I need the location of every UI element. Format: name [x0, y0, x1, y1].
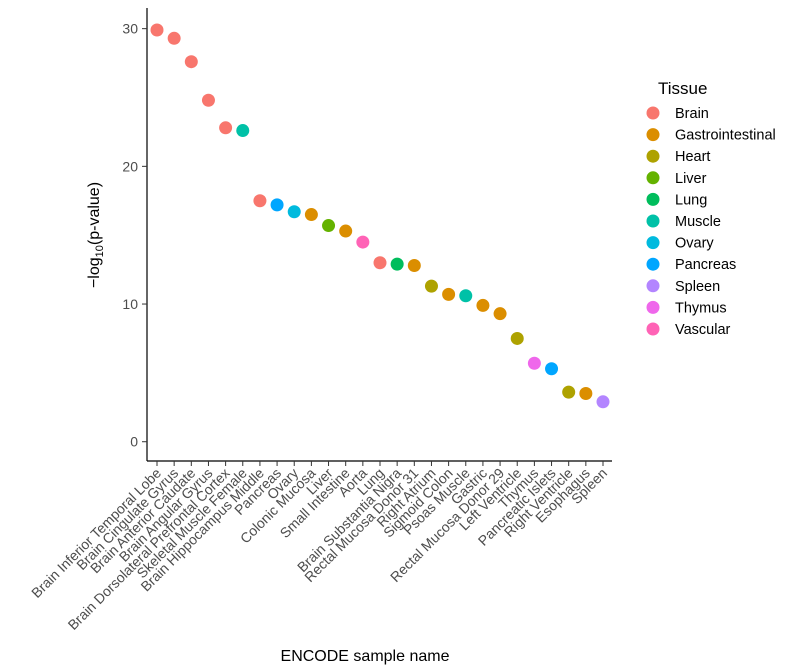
- legend-item: Liver: [646, 171, 707, 187]
- data-point: [390, 257, 404, 271]
- y-tick-label: 30: [122, 21, 138, 37]
- data-point: [150, 23, 164, 37]
- data-point: [510, 331, 524, 345]
- legend-label: Vascular: [675, 322, 731, 338]
- legend-swatch: [646, 171, 660, 185]
- data-point: [493, 307, 507, 321]
- y-tick-label: 0: [130, 434, 138, 450]
- y-tick-label: 10: [122, 296, 138, 312]
- legend-label: Ovary: [675, 236, 714, 252]
- y-axis-title-sub: 10: [94, 245, 106, 257]
- data-point: [545, 362, 559, 376]
- legend-item: Pancreas: [646, 257, 736, 273]
- legend-swatch: [646, 149, 660, 163]
- data-point: [287, 205, 301, 219]
- data-point: [219, 121, 233, 135]
- data-point: [322, 219, 336, 233]
- legend-item: Spleen: [646, 279, 720, 295]
- data-point: [579, 387, 593, 401]
- legend-swatch: [646, 300, 660, 314]
- legend: Tissue Brain Gastrointestinal Heart Liver Lu…: [646, 79, 776, 338]
- legend-item: Vascular: [646, 322, 731, 338]
- axes-layer: [146, 8, 612, 462]
- legend-item: Lung: [646, 192, 707, 208]
- legend-swatch: [646, 236, 660, 250]
- legend-swatch: [646, 192, 660, 206]
- y-axis-title: −log10(p-value): [86, 182, 106, 288]
- legend-swatch: [646, 106, 660, 120]
- legend-item: Ovary: [646, 236, 714, 252]
- legend-label: Pancreas: [675, 257, 736, 273]
- data-point: [527, 356, 541, 370]
- legend-title: Tissue: [658, 79, 707, 98]
- legend-label: Gastrointestinal: [675, 128, 776, 144]
- legend-item: Thymus: [646, 300, 727, 316]
- legend-label: Liver: [675, 171, 707, 187]
- legend-label: Brain: [675, 106, 709, 122]
- data-point: [184, 55, 198, 69]
- legend-label: Thymus: [675, 300, 727, 316]
- data-point: [236, 124, 250, 138]
- legend-label: Lung: [675, 192, 707, 208]
- data-point: [596, 395, 610, 409]
- data-point: [167, 31, 181, 45]
- legend-label: Heart: [675, 149, 710, 165]
- y-axis-title-main: −log: [86, 257, 103, 288]
- data-point: [407, 258, 421, 272]
- data-point: [201, 93, 215, 107]
- legend-swatch: [646, 214, 660, 228]
- legend-label: Spleen: [675, 279, 720, 295]
- data-point: [459, 289, 473, 303]
- legend-swatch: [646, 128, 660, 142]
- data-point: [270, 198, 284, 212]
- legend-swatch: [646, 279, 660, 293]
- legend-item: Brain: [646, 106, 709, 122]
- data-point: [253, 194, 267, 208]
- x-axis-title: ENCODE sample name: [281, 648, 450, 665]
- data-point: [562, 385, 576, 399]
- legend-items: Brain Gastrointestinal Heart Liver Lung Muscl…: [646, 106, 776, 338]
- data-point: [476, 298, 490, 312]
- y-axis-title-tail: (p-value): [86, 182, 103, 245]
- data-point: [442, 287, 456, 301]
- legend-item: Heart: [646, 149, 710, 165]
- data-point: [424, 279, 438, 293]
- legend-item: Gastrointestinal: [646, 128, 776, 144]
- data-point: [304, 208, 318, 222]
- data-point: [339, 224, 353, 238]
- points-layer: [150, 23, 610, 409]
- legend-swatch: [646, 257, 660, 271]
- data-point: [373, 256, 387, 270]
- legend-item: Muscle: [646, 214, 721, 230]
- legend-label: Muscle: [675, 214, 721, 230]
- y-tick-label: 20: [122, 158, 138, 174]
- legend-swatch: [646, 322, 660, 336]
- data-point: [356, 235, 370, 249]
- y-ticks: 0 10 20 30: [122, 21, 147, 450]
